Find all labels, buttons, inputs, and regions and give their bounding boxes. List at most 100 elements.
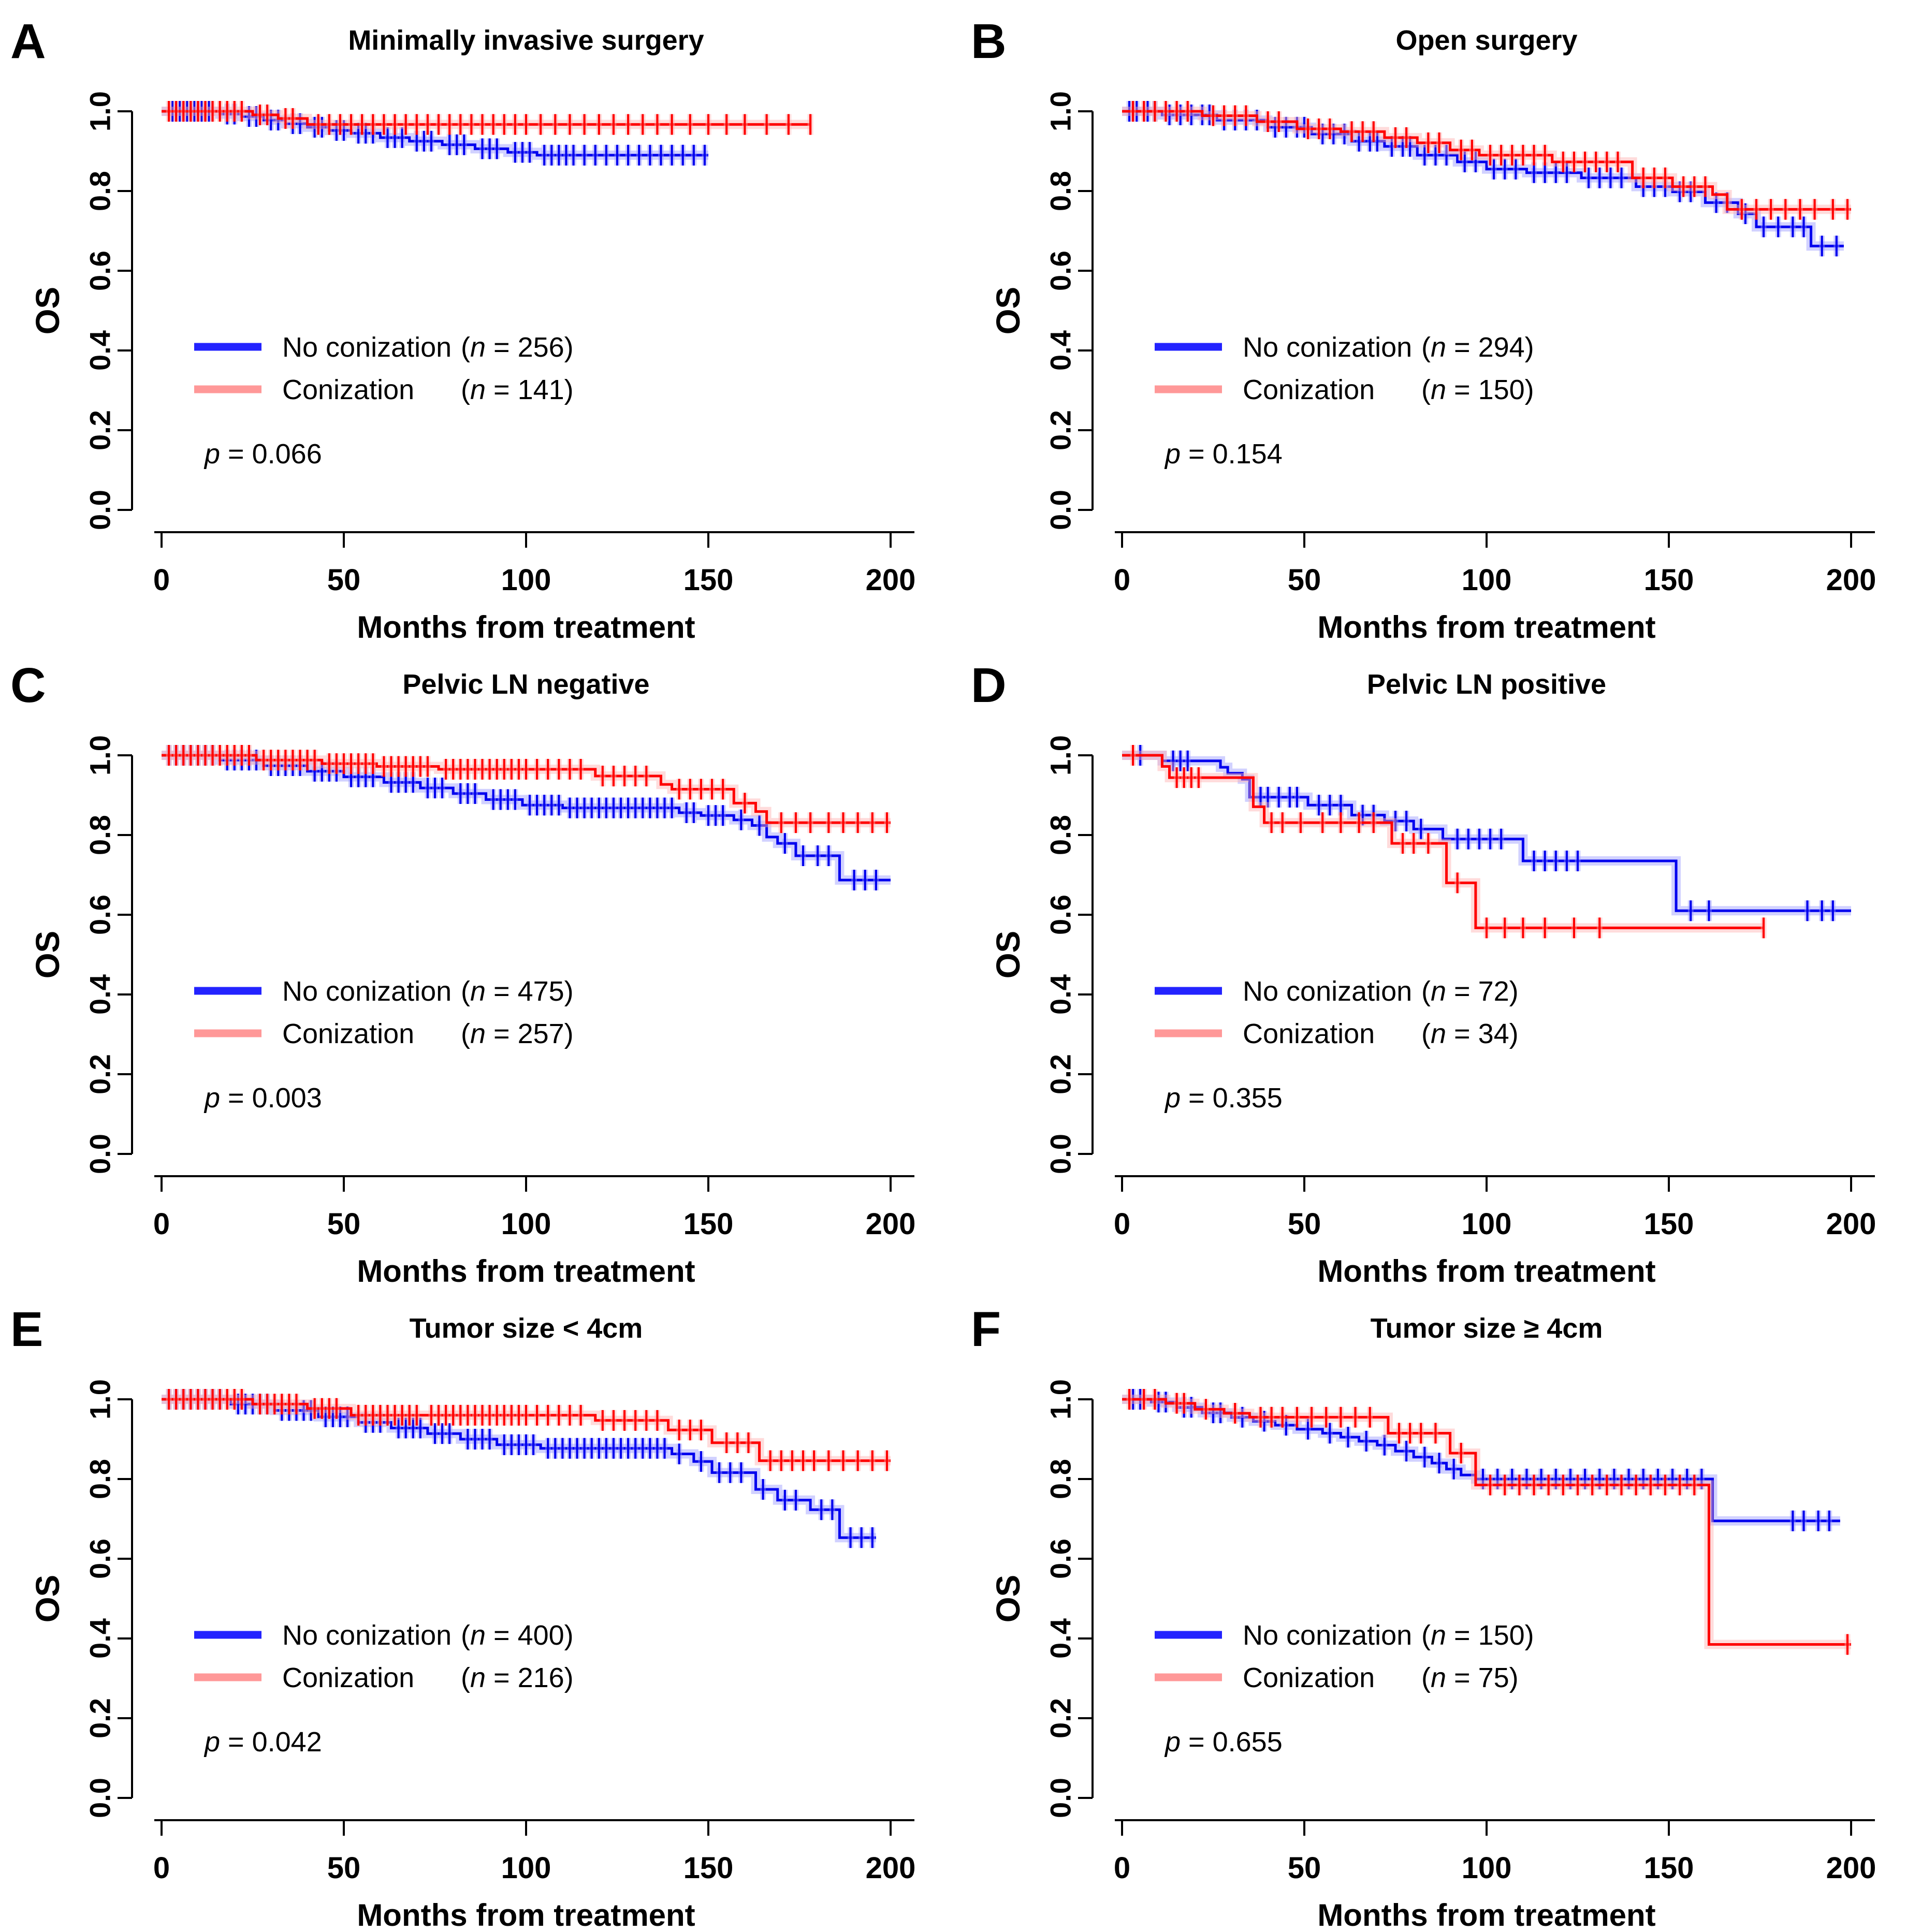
y-axis: 0.0 0.2 0.4 0.6 0.8 1.0 (84, 735, 133, 1174)
panel-title: Minimally invasive surgery (348, 25, 704, 56)
y-tick-label: 0.2 (1044, 1054, 1077, 1094)
conization-censor-ticks (166, 1389, 890, 1471)
y-tick-label: 0.4 (84, 1618, 117, 1659)
x-tick-label: 200 (866, 1851, 916, 1885)
no-conization-curve-group (1122, 1395, 1840, 1526)
y-tick-label: 0.6 (1044, 895, 1077, 935)
legend-series-n: (n = 256) (461, 332, 574, 363)
conization-censor-ticks (166, 745, 890, 833)
legend-conization: Conization (n = 34) (1155, 1018, 1519, 1049)
y-tick-label: 0.2 (1044, 410, 1077, 450)
x-tick-label: 200 (1826, 1851, 1876, 1885)
y-axis-label: OS (29, 287, 66, 334)
legend-series-label: Conization (282, 1018, 414, 1049)
y-tick-label: 1.0 (1044, 91, 1077, 131)
km-plot-svg: D Pelvic LN positive 0.0 0.2 0.4 0.6 0.8 1.0 OS 0… (971, 658, 1876, 1288)
x-tick-label: 100 (501, 1851, 551, 1885)
y-tick-label: 0.2 (84, 1054, 117, 1094)
km-plot-svg: E Tumor size < 4cm 0.0 0.2 0.4 0.6 0.8 1.0 OS 0 50… (10, 1302, 916, 1932)
x-tick-label: 0 (153, 1851, 170, 1885)
p-value-label: p = 0.154 (1164, 438, 1283, 470)
p-value-label: p = 0.066 (203, 438, 322, 470)
y-tick-label: 0.0 (1044, 1134, 1077, 1174)
panel-title: Pelvic LN negative (402, 669, 649, 700)
conization-curve (1122, 1398, 1851, 1646)
x-tick-label: 150 (1644, 1207, 1694, 1241)
legend-series-n: (n = 400) (461, 1620, 574, 1651)
panel-tumor-size-ge-4cm: F Tumor size ≥ 4cm 0.0 0.2 0.4 0.6 0.8 1.0 OS 0 50… (961, 1288, 1921, 1932)
legend-series-label: Conization (282, 1662, 414, 1693)
conization-curve-group (1122, 751, 1764, 933)
y-axis: 0.0 0.2 0.4 0.6 0.8 1.0 (84, 1379, 133, 1818)
x-tick-label: 50 (327, 1207, 361, 1241)
x-tick-label: 0 (1114, 563, 1130, 597)
x-axis: 0 50 100 150 200 (1114, 1175, 1876, 1241)
legend-series-label: No conization (282, 1620, 452, 1651)
legend-series-label: No conization (282, 976, 452, 1007)
legend-no-conization: No conization (n = 475) (194, 976, 574, 1007)
y-axis-label: OS (29, 1575, 66, 1622)
x-axis-label: Months from treatment (357, 1254, 695, 1288)
legend-conization: Conization (n = 75) (1155, 1662, 1519, 1693)
legend-series-n: (n = 150) (1421, 1620, 1534, 1651)
y-tick-label: 0.4 (1044, 1618, 1077, 1659)
y-axis-label: OS (29, 931, 66, 978)
y-tick-label: 1.0 (1044, 1379, 1077, 1419)
y-tick-label: 0.6 (1044, 251, 1077, 291)
panel-letter: F (971, 1302, 1001, 1357)
legend-no-conization: No conization (n = 72) (1155, 976, 1519, 1007)
x-tick-label: 100 (501, 1207, 551, 1241)
p-value-label: p = 0.655 (1164, 1726, 1283, 1758)
x-tick-label: 100 (1462, 563, 1512, 597)
conization-curve-group (162, 107, 811, 129)
panel-letter: A (10, 14, 46, 69)
x-tick-label: 150 (1644, 563, 1694, 597)
x-tick-label: 50 (1288, 1207, 1321, 1241)
x-axis-label: Months from treatment (1317, 1898, 1655, 1932)
km-plot-svg: A Minimally invasive surgery0.00.20.40.60… (10, 14, 916, 644)
panel-title: Tumor size ≥ 4cm (1371, 1313, 1603, 1344)
x-tick-label: 200 (866, 1207, 916, 1241)
x-tick-label: 100 (1462, 1207, 1512, 1241)
x-axis: 0 50 100 150 200 (153, 1819, 916, 1885)
x-tick-label: 50 (1288, 1851, 1321, 1885)
legend-series-n: (n = 75) (1421, 1662, 1519, 1693)
no-conization-curve-halo (1122, 107, 1844, 251)
y-axis: 0.0 0.2 0.4 0.6 0.8 1.0 (1044, 1379, 1094, 1818)
x-tick-label: 0 (153, 1207, 170, 1241)
y-tick-label: 0.4 (1044, 974, 1077, 1015)
km-plot-svg: B Open surgery 0.0 0.2 0.4 0.6 0.8 1.0 OS 0 50 100 1… (971, 14, 1876, 644)
y-tick-label: 0.0 (1044, 490, 1077, 530)
x-tick-label: 200 (1826, 1207, 1876, 1241)
no-conization-censor-ticks (1126, 101, 1840, 257)
x-tick-label: 200 (866, 563, 916, 597)
y-tick-label: 0.0 (84, 1134, 117, 1174)
y-tick-label: 0.2 (84, 410, 117, 450)
x-axis-label: Months from treatment (1317, 610, 1655, 644)
x-axis: 0 50 100 150 200 (1114, 531, 1876, 597)
y-tick-label: 0.8 (1044, 171, 1077, 211)
x-tick-label: 150 (683, 1851, 734, 1885)
y-tick-label: 0.4 (84, 330, 117, 371)
panel-letter: C (10, 658, 46, 713)
y-tick-label: 0.0 (1044, 1778, 1077, 1818)
conization-curve-group (162, 751, 891, 828)
legend-series-label: Conization (1243, 1662, 1375, 1693)
y-tick-label: 0.6 (84, 251, 117, 291)
y-axis-label: OS (989, 1575, 1027, 1622)
panel-pelvic-ln-negative: C Pelvic LN negative 0.0 0.2 0.4 0.6 0.8 1.0 OS 0… (0, 644, 961, 1288)
y-axis: 0.0 0.2 0.4 0.6 0.8 1.0 (84, 91, 133, 530)
x-tick-label: 50 (1288, 563, 1321, 597)
legend-series-n: (n = 150) (1421, 374, 1534, 405)
conization-censor-ticks (166, 101, 813, 135)
conization-curve-group (1122, 1395, 1851, 1649)
conization-curve-group (1122, 107, 1851, 214)
legend-no-conization: No conization (n = 256) (194, 332, 574, 363)
legend-series-label: No conization (1243, 332, 1412, 363)
x-tick-label: 150 (683, 563, 734, 597)
legend-series-n: (n = 475) (461, 976, 574, 1007)
x-axis-label: Months from treatment (1317, 1254, 1655, 1288)
y-tick-label: 0.0 (84, 490, 117, 530)
x-axis: 0 50 100 150 200 (1114, 1819, 1876, 1885)
